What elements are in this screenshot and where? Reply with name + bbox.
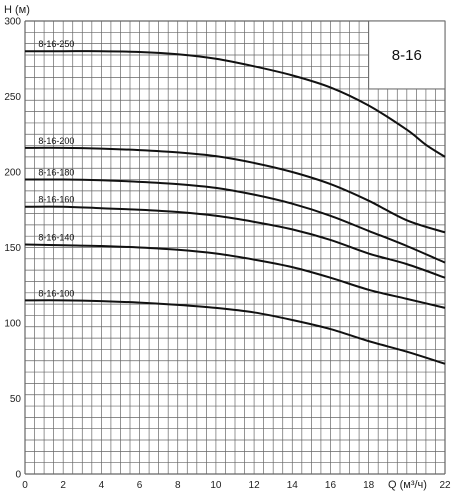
tick-labels: 0 50 100 150 200 250 300 0 2 4 6 8 10 12 14 16 18 22 — [4, 17, 451, 492]
y-tick-label: 200 — [4, 168, 21, 179]
y-tick-label: 50 — [10, 394, 22, 405]
curve-8-16-160 — [24, 205, 446, 279]
model-label-box — [368, 20, 446, 90]
y-tick-label: 100 — [4, 319, 21, 330]
y-tick-label: 250 — [4, 92, 21, 103]
curves: 8-16-250 8-16-200 8-16-180 8-16-160 8-16-140… — [24, 39, 446, 365]
x-tick-label: 22 — [439, 480, 451, 491]
x-tick-label: 12 — [249, 480, 261, 491]
x-tick-label: 8 — [175, 480, 181, 491]
series-label: 8-16-250 — [38, 39, 74, 49]
x-axis-label: Q (м³/ч) — [388, 479, 427, 491]
y-tick-label: 0 — [15, 470, 21, 481]
series-label: 8-16-160 — [38, 195, 74, 205]
series-label: 8-16-140 — [38, 232, 74, 242]
model-label: 8-16 — [392, 47, 422, 64]
x-tick-label: 14 — [287, 480, 299, 491]
series-label: 8-16-180 — [38, 168, 74, 178]
x-tick-label: 10 — [210, 480, 222, 491]
y-axis-label: H (м) — [4, 4, 30, 16]
x-tick-label: 4 — [99, 480, 105, 491]
curve-8-16-180 — [24, 178, 446, 264]
y-tick-label: 300 — [4, 17, 21, 28]
y-tick-label: 150 — [4, 243, 21, 254]
x-tick-label: 6 — [137, 480, 143, 491]
curve-8-16-100 — [24, 299, 446, 365]
series-label: 8-16-100 — [38, 288, 74, 298]
series-label: 8-16-200 — [38, 136, 74, 146]
x-tick-label: 0 — [22, 480, 28, 491]
curve-8-16-250 — [25, 50, 446, 158]
curve-8-16-140 — [24, 243, 446, 309]
x-tick-label: 18 — [363, 480, 375, 491]
x-tick-label: 16 — [325, 480, 337, 491]
curve-8-16-200 — [24, 146, 446, 234]
x-tick-label: 2 — [60, 480, 66, 491]
